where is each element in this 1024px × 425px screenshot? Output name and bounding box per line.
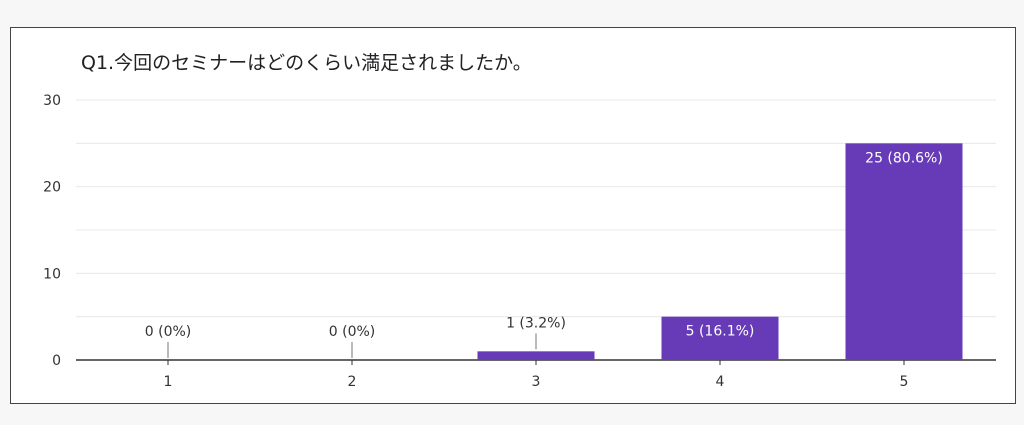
y-tick-label: 20 <box>43 180 61 196</box>
data-label: 25 (80.6%) <box>865 150 943 166</box>
data-label: 1 (3.2%) <box>506 315 566 331</box>
x-tick-label: 3 <box>532 374 541 390</box>
x-tick-label: 2 <box>348 374 357 390</box>
x-tick-label: 4 <box>716 374 725 390</box>
chart-card: Q1.今回のセミナーはどのくらい満足されましたか。 0 10 20 30 1 0 (0%)… <box>10 27 1016 404</box>
y-tick-label: 30 <box>43 93 61 109</box>
data-label: 0 (0%) <box>329 324 376 340</box>
chart-title: Q1.今回のセミナーはどのくらい満足されましたか。 <box>81 52 532 74</box>
x-tick-label: 5 <box>900 374 909 390</box>
bar <box>661 316 779 360</box>
bar-chart: 0 10 20 30 1 0 (0%) 2 0 (0%) 3 1 (3.2%) 4 5 (16.1%)… <box>43 93 996 390</box>
y-tick-label: 0 <box>52 353 61 369</box>
y-tick-label: 10 <box>43 266 61 282</box>
data-label: 5 (16.1%) <box>686 324 755 340</box>
bar <box>477 351 595 360</box>
data-label: 0 (0%) <box>145 324 192 340</box>
bar <box>845 143 963 360</box>
x-tick-label: 1 <box>164 374 173 390</box>
